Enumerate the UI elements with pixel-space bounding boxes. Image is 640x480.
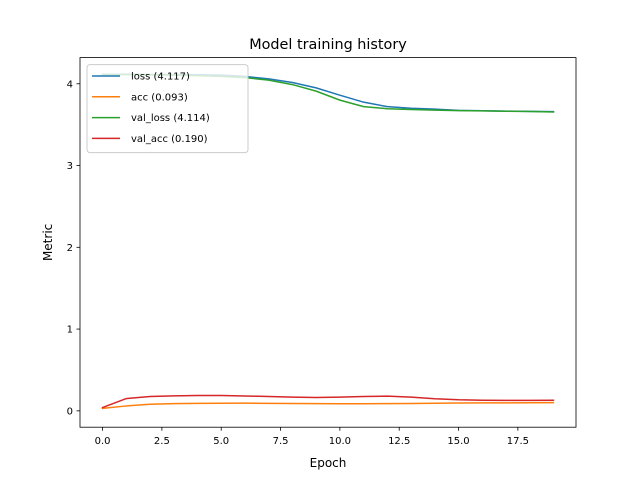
legend-label-val-loss: val_loss (4.114) [131, 113, 210, 124]
x-tick-label: 10.0 [329, 436, 351, 447]
y-tick-label: 2 [67, 243, 73, 254]
y-tick-label: 0 [67, 406, 73, 417]
x-tick-label: 15.0 [447, 436, 469, 447]
x-tick-label: 2.5 [154, 436, 170, 447]
legend-label-acc: acc (0.093) [131, 92, 188, 103]
y-axis: 0 1 2 3 4 [67, 79, 80, 417]
x-tick-label: 5.0 [213, 436, 229, 447]
legend-label-val-acc: val_acc (0.190) [131, 134, 208, 145]
legend: loss (4.117) acc (0.093) val_loss (4.114) v… [86, 64, 249, 154]
series-line-acc [101, 401, 555, 410]
y-tick-label: 3 [67, 161, 73, 172]
x-tick-label: 7.5 [273, 436, 289, 447]
chart-title: Model training history [249, 37, 407, 53]
x-axis-label: Epoch [310, 456, 347, 470]
x-tick-label: 0.0 [95, 436, 111, 447]
series-line-val-acc [101, 394, 555, 409]
y-axis-label: Metric [41, 224, 55, 261]
y-tick-label: 4 [67, 79, 73, 90]
x-tick-label: 12.5 [388, 436, 410, 447]
x-axis: 0.0 2.5 5.0 7.5 10.0 12.5 15.0 17.5 [95, 427, 529, 447]
legend-label-loss: loss (4.117) [131, 72, 190, 83]
axes-frame [79, 57, 577, 428]
x-tick-label: 17.5 [507, 436, 529, 447]
legend-box [86, 64, 249, 154]
y-tick-label: 1 [67, 325, 73, 336]
